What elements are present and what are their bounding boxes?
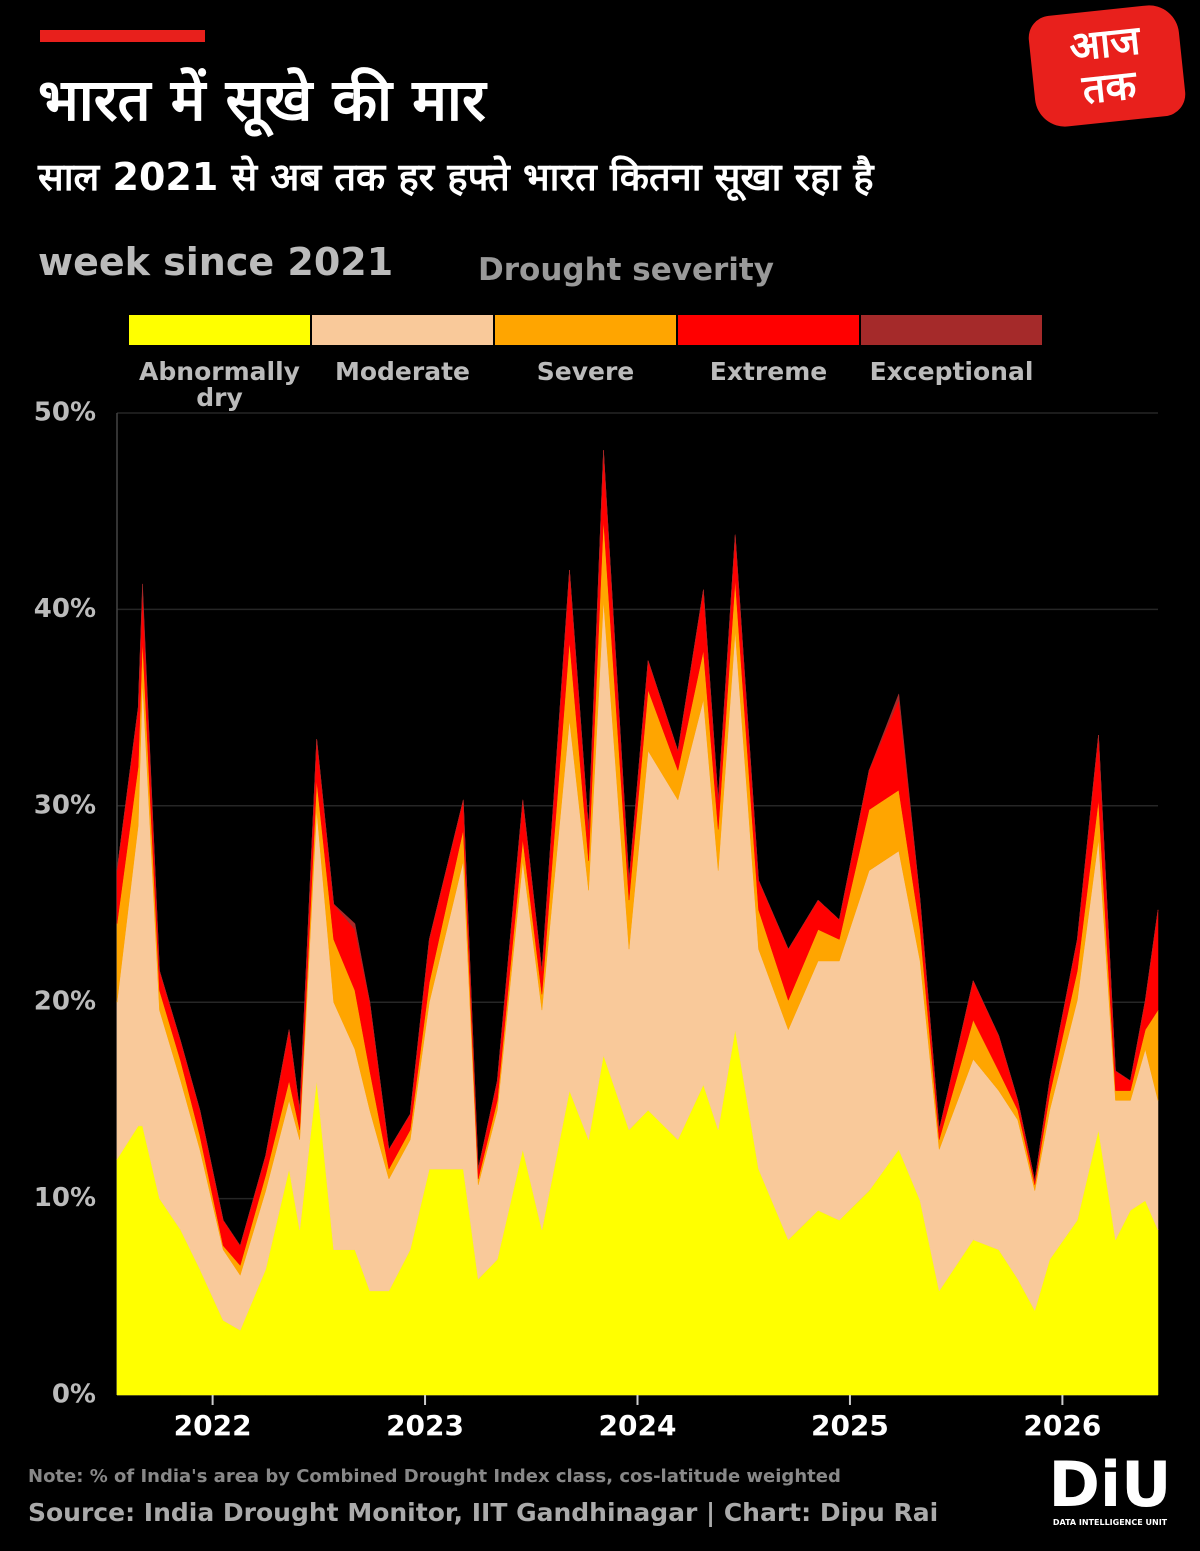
footer-logo: DiU DATA INTELLIGENCE UNIT [1040, 1448, 1180, 1528]
logo: आज तक [1026, 2, 1188, 130]
legend-label: Extreme [709, 357, 828, 386]
chart-title: भारत में सूखे की मार [38, 66, 486, 134]
source: Source: India Drought Monitor, IIT Gandh… [28, 1498, 939, 1527]
legend-swatch [312, 315, 493, 345]
footer-logo-text: DiU [1048, 1448, 1172, 1521]
y-tick-label: 20% [34, 987, 96, 1017]
legend-label: Exceptional [869, 357, 1034, 386]
y-tick-label: 0% [52, 1380, 96, 1410]
area [116, 450, 1159, 1247]
logo-text: तक [1080, 62, 1139, 114]
legend: Abnormally dry Moderate Severe Extreme Excep… [128, 315, 1043, 411]
legend-swatch [861, 315, 1042, 345]
x-tick-label: 2022 [174, 1409, 252, 1442]
y-tick-label: 30% [34, 790, 96, 820]
legend-item: Moderate [311, 315, 494, 411]
x-tick-label: 2023 [386, 1409, 464, 1442]
legend-item: Abnormally dry [128, 315, 311, 411]
legend-title: Drought severity [478, 252, 774, 288]
legend-label: Severe [536, 357, 635, 386]
legend-swatch [678, 315, 859, 345]
chart-subtitle: साल 2021 से अब तक हर हफ्ते भारत कितना सू… [38, 155, 874, 199]
y-tick-label: 50% [34, 398, 96, 428]
legend-label: Abnormally dry [139, 357, 300, 412]
legend-swatch [495, 315, 676, 345]
x-tick-label: 2025 [811, 1409, 889, 1442]
y-tick-label: 40% [34, 594, 96, 624]
footer-logo-subtext: DATA INTELLIGENCE UNIT [1052, 1518, 1168, 1527]
legend-item: Extreme [677, 315, 860, 411]
legend-item: Severe [494, 315, 677, 411]
note: Note: % of India's area by Combined Drou… [28, 1466, 841, 1487]
chart: 0% 10% 20% 30% 40% 50% 2022 2023 2024 2025 2026 [34, 398, 1159, 1442]
x-tick-label: 2024 [599, 1409, 677, 1442]
y-tick-label: 10% [34, 1183, 96, 1213]
legend-item: Exceptional [860, 315, 1043, 411]
x-axis-label: week since 2021 [38, 240, 394, 284]
x-tick-label: 2026 [1023, 1409, 1101, 1442]
legend-label: Moderate [334, 357, 470, 386]
accent-bar [40, 30, 205, 42]
legend-swatch [129, 315, 310, 345]
